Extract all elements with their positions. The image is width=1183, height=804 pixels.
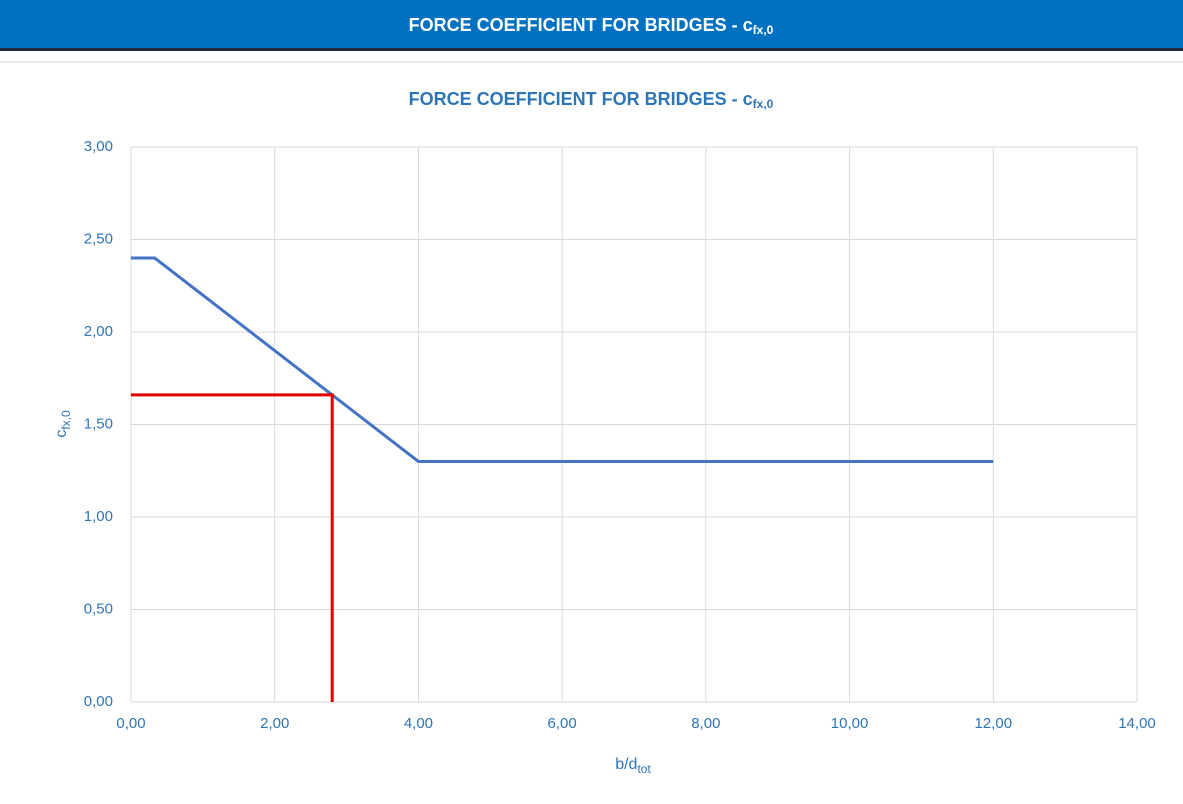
- header-title: FORCE COEFFICIENT FOR BRIDGES - cfx,0: [409, 15, 774, 37]
- y-tick-label: 0,00: [84, 693, 113, 710]
- x-axis-label: b/dtot: [615, 756, 651, 776]
- y-axis-label-main: c: [53, 430, 70, 438]
- x-tick-label: 8,00: [691, 715, 720, 732]
- y-tick-label: 1,50: [84, 415, 113, 432]
- y-tick-label: 2,00: [84, 323, 113, 340]
- x-axis-label-main: b/d: [615, 756, 637, 773]
- header-border: [0, 48, 1183, 51]
- x-tick-label: 4,00: [404, 715, 433, 732]
- x-tick-label: 2,00: [260, 715, 289, 732]
- y-tick-label: 2,50: [84, 230, 113, 247]
- data-line: [131, 256, 994, 463]
- y-tick-label: 1,00: [84, 508, 113, 525]
- x-tick-label: 0,00: [116, 715, 145, 732]
- x-tick-label: 6,00: [548, 715, 577, 732]
- y-tick-label: 0,50: [84, 600, 113, 617]
- x-tick-label: 14,00: [1118, 715, 1156, 732]
- chart-title-main: FORCE COEFFICIENT FOR BRIDGES - c: [409, 89, 753, 109]
- header-bar: [0, 0, 1183, 50]
- x-tick-label: 10,00: [831, 715, 869, 732]
- header-title-main: FORCE COEFFICIENT FOR BRIDGES - c: [409, 15, 753, 35]
- chart-title-sub: fx,0: [753, 97, 774, 111]
- y-tick-label: 3,00: [84, 138, 113, 155]
- chart-title: FORCE COEFFICIENT FOR BRIDGES - cfx,0: [409, 89, 774, 111]
- x-axis-label-sub: tot: [637, 762, 651, 776]
- header-title-sub: fx,0: [753, 23, 774, 37]
- x-tick-label: 12,00: [975, 715, 1013, 732]
- data-line: [131, 393, 334, 702]
- y-axis-label: cfx,0: [53, 410, 73, 438]
- y-axis-label-sub: fx,0: [59, 410, 73, 430]
